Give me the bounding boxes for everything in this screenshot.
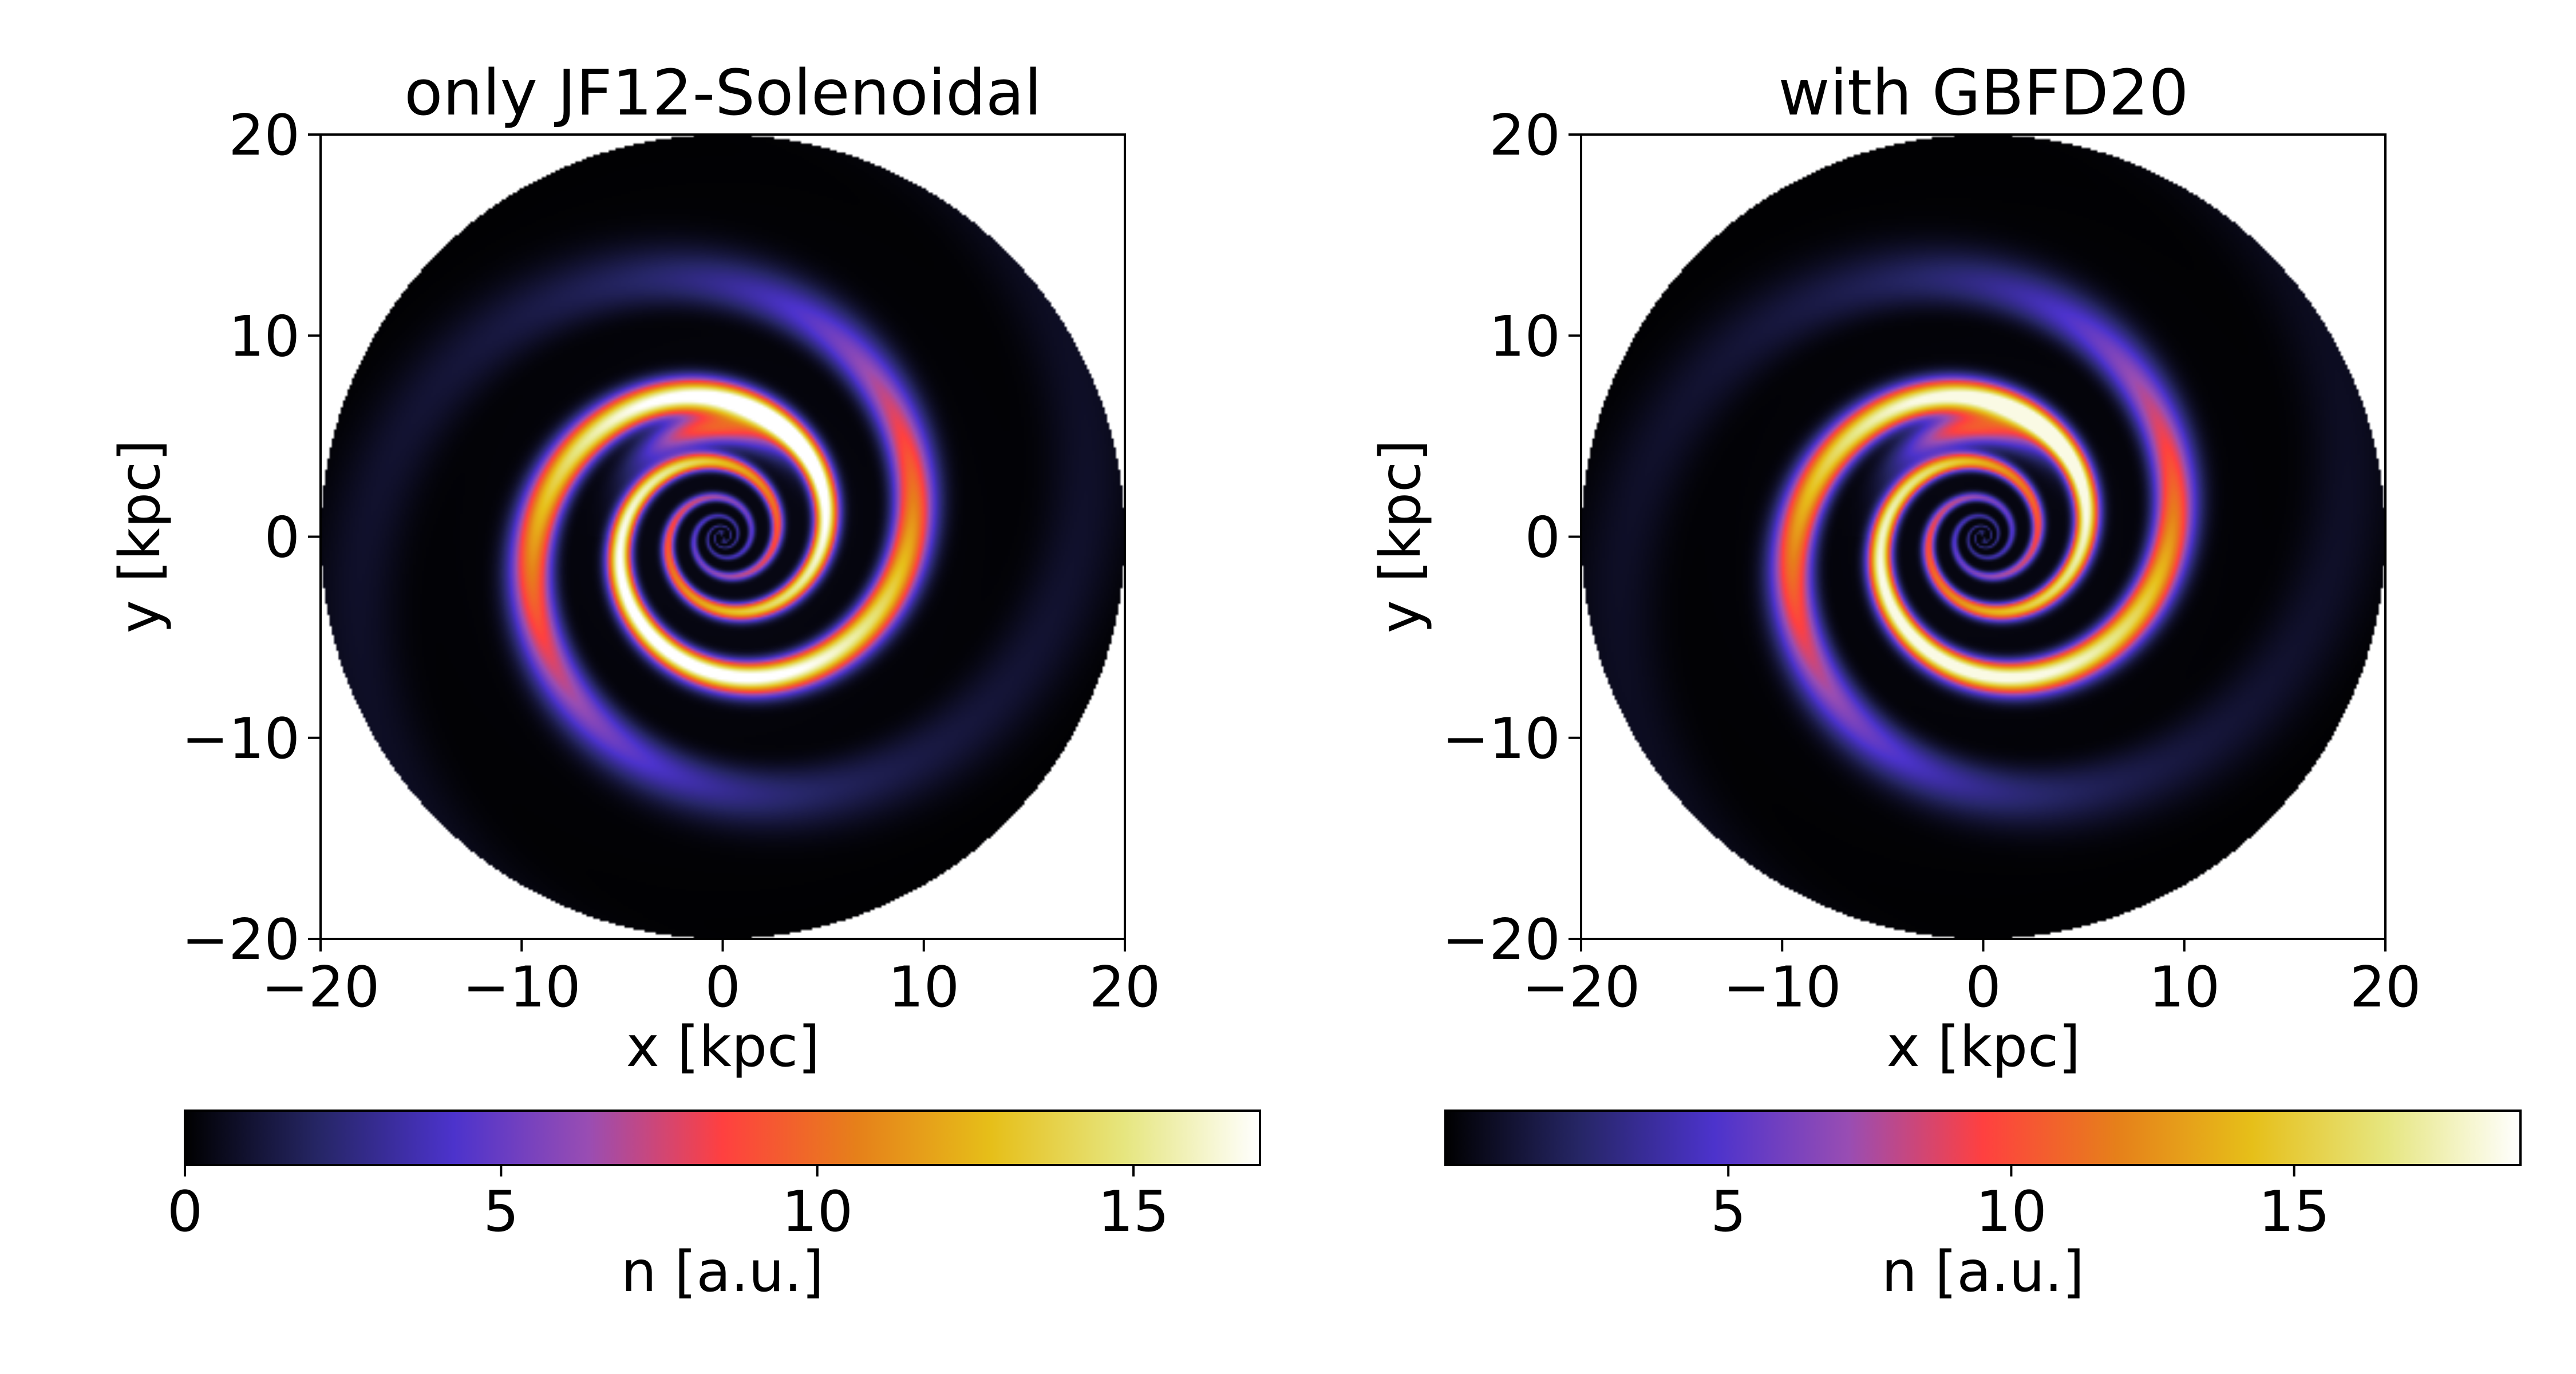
colorbar-tick-label: 5 [1710, 1179, 1746, 1245]
x-axis-label: x [kpc] [626, 1014, 820, 1080]
colorbar: 5 10 15 n [a.u.] [1444, 1110, 2522, 1305]
y-tick-label: −10 [181, 706, 300, 772]
colorbar-label: n [a.u.] [1882, 1239, 2084, 1305]
x-tick-label: 20 [2350, 955, 2421, 1020]
x-tick-label: 10 [888, 955, 959, 1020]
x-tick-label: 10 [2148, 955, 2220, 1020]
x-tick-label: −10 [463, 955, 581, 1020]
y-tick-label: 0 [1525, 506, 1560, 571]
panel-left: only JF12-Solenoidal −20 −10 0 10 20 −20 −10 0 1… [108, 56, 1261, 1305]
y-tick-label: 10 [1489, 304, 1560, 369]
y-tick-label: 0 [264, 506, 300, 571]
colorbar-tick-label: 10 [1976, 1179, 2047, 1245]
x-tick-label: 20 [1089, 955, 1161, 1020]
y-tick-label: −20 [181, 907, 300, 973]
density-map-image [1581, 135, 2385, 939]
colorbar-gradient [1444, 1110, 2522, 1166]
colorbar-tick-label: 15 [2258, 1179, 2330, 1245]
density-map-image [321, 135, 1125, 939]
colorbar-tick-label: 0 [167, 1179, 203, 1245]
colorbar-label: n [a.u.] [621, 1239, 824, 1305]
colorbar-ticks: 5 10 15 [1710, 1165, 2330, 1245]
y-tick-label: 20 [228, 103, 300, 168]
x-tick-label: 0 [705, 955, 740, 1020]
colorbar-ticks: 0 5 10 15 [167, 1165, 1170, 1245]
panel-right: with GBFD20 −20 −10 0 10 20 −20 −10 0 10 20 x [kp… [1368, 56, 2522, 1305]
heatmap-disk [321, 135, 1125, 939]
colorbar-gradient [184, 1110, 1261, 1166]
axes: −20 −10 0 10 20 −20 −10 0 10 20 [1442, 103, 2421, 1020]
y-tick-label: 20 [1489, 103, 1560, 168]
y-tick-label: −10 [1442, 706, 1560, 772]
x-tick-label: −20 [1522, 955, 1641, 1020]
y-tick-label: 10 [228, 304, 300, 369]
colorbar-tick-label: 10 [781, 1179, 853, 1245]
y-tick-label: −20 [1442, 907, 1560, 973]
x-tick-label: −10 [1723, 955, 1842, 1020]
colorbar-tick-label: 15 [1098, 1179, 1170, 1245]
x-tick-label: −20 [262, 955, 380, 1020]
colorbar: 0 5 10 15 n [a.u.] [167, 1110, 1261, 1305]
x-axis-label: x [kpc] [1887, 1014, 2080, 1080]
panel-title: only JF12-Solenoidal [404, 56, 1042, 129]
y-axis-label: y [kpc] [108, 440, 173, 633]
x-tick-label: 0 [1965, 955, 2001, 1020]
panel-title: with GBFD20 [1779, 56, 2189, 129]
axes: −20 −10 0 10 20 −20 −10 0 10 20 [181, 103, 1160, 1020]
colorbar-tick-label: 5 [483, 1179, 519, 1245]
y-axis-label: y [kpc] [1368, 440, 1433, 633]
heatmap-disk [1581, 135, 2385, 939]
